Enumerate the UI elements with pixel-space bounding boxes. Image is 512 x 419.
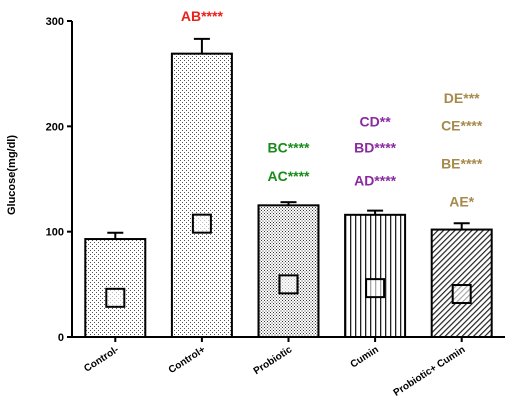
bar-marker (365, 278, 386, 299)
x-tick-label: Control- (82, 344, 121, 374)
bar (170, 52, 233, 339)
significance-label: BC**** (267, 140, 310, 156)
significance-label: CD** (360, 113, 392, 129)
bar (344, 213, 407, 339)
y-axis-label: Glucose(mg/dl) (6, 135, 18, 215)
significance-label: AC**** (267, 168, 310, 184)
bar-marker (105, 287, 126, 308)
significance-label: DE*** (444, 90, 480, 106)
significance-label: AD**** (354, 172, 397, 188)
x-tick-label: Cumin (349, 344, 381, 370)
significance-label: CE**** (441, 118, 483, 134)
y-tick-label: 200 (46, 121, 64, 133)
significance-label: AB**** (181, 8, 224, 24)
x-tick-label: Probiotic (252, 344, 295, 377)
significance-label: BD**** (354, 140, 397, 156)
significance-label: AE* (449, 193, 474, 209)
y-tick-label: 300 (46, 16, 64, 28)
bar-marker (451, 284, 472, 305)
y-tick-label: 100 (46, 227, 64, 239)
bar (257, 204, 320, 338)
significance-label: BE**** (441, 155, 483, 171)
bars (84, 37, 493, 339)
x-tick-label: Probiotic+ Cumin (392, 344, 468, 398)
bar (430, 228, 493, 338)
bar-marker (191, 213, 212, 234)
bar-marker (278, 274, 299, 295)
x-tick-label: Control+ (167, 344, 208, 376)
annotations: AB**** BC**** AC**** CD** BD**** AD**** DE*** C… (181, 8, 483, 209)
y-tick-label: 0 (58, 332, 64, 344)
